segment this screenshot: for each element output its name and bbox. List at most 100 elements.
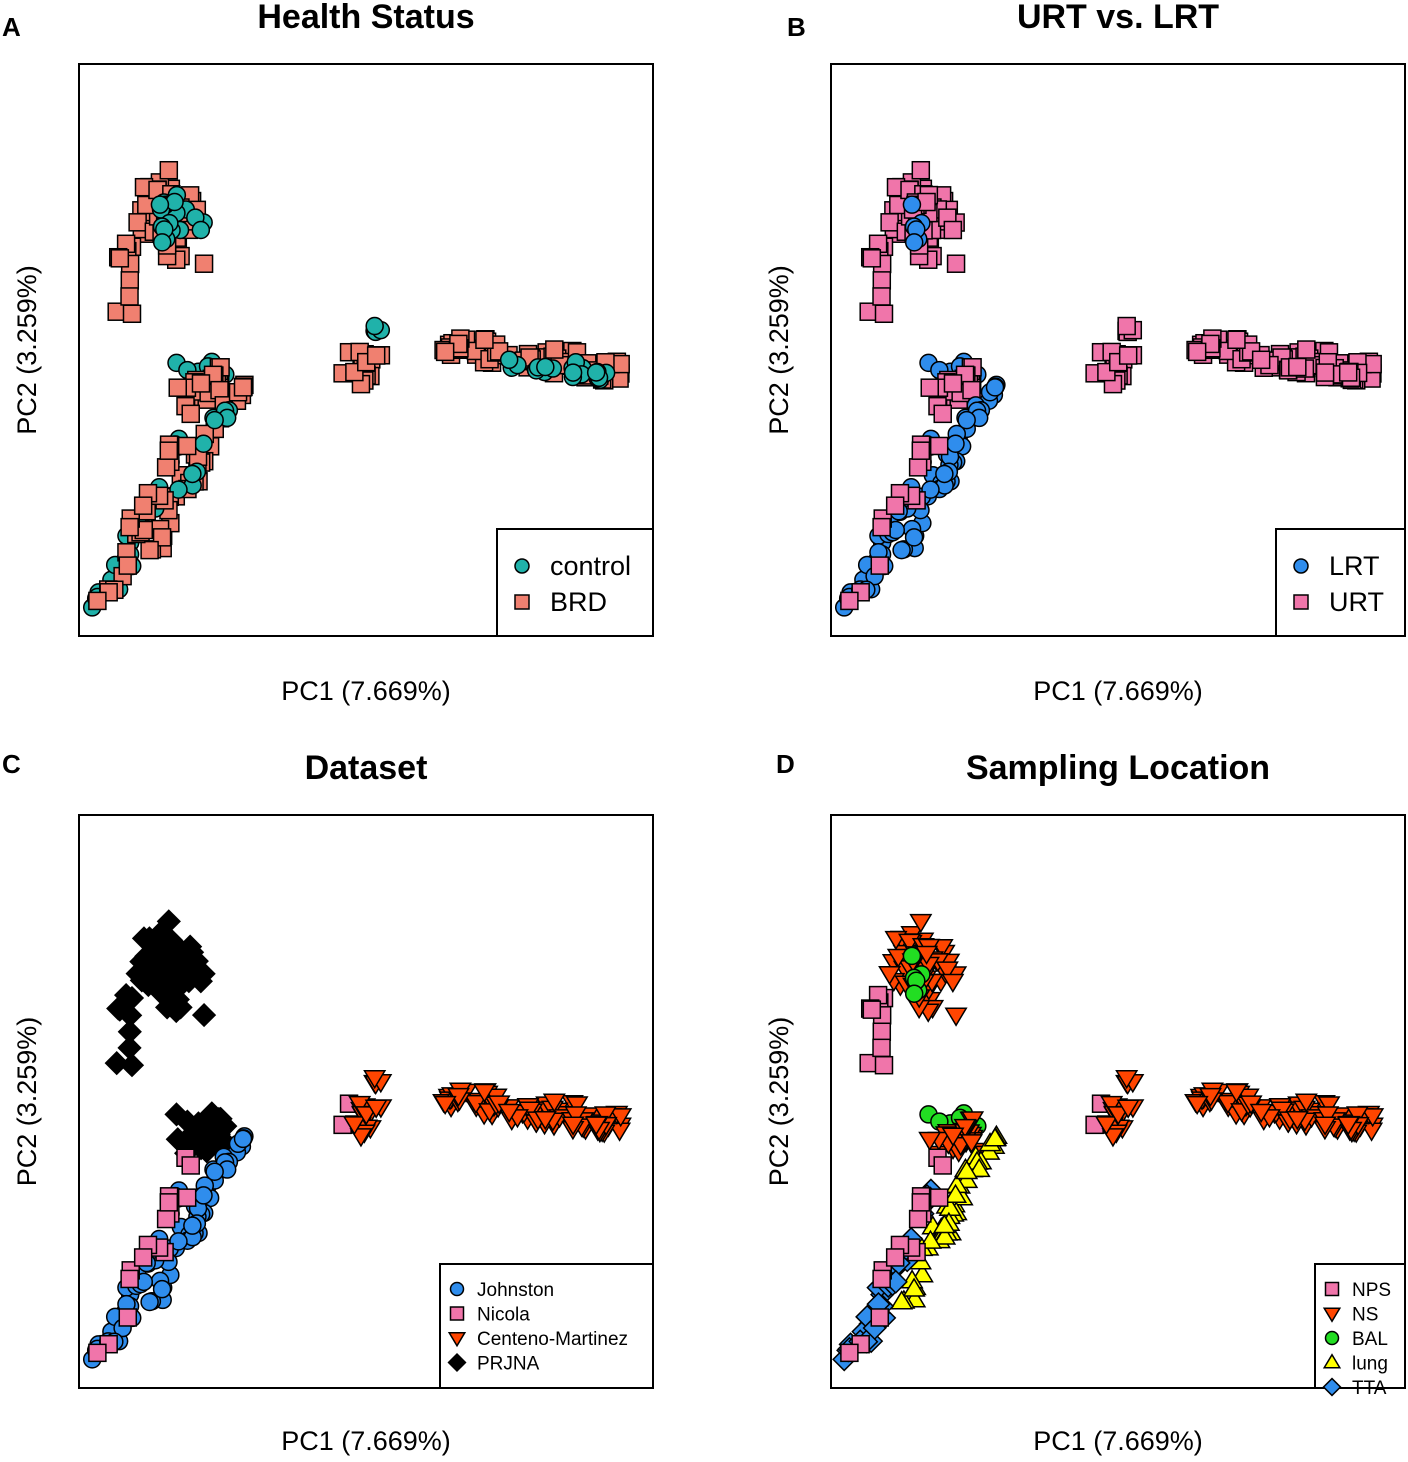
panel-letter: B [787,12,806,42]
point-urt [1187,342,1207,362]
point-centeno-martinez [349,1128,373,1148]
point-nicola [156,1209,176,1229]
point-urt [862,249,882,268]
point-prjna [125,961,150,986]
point-prjna [156,909,181,934]
legend-marker-centeno-martinez [447,1332,467,1348]
legend-label: lung [1352,1354,1388,1375]
legend-label: LRT [1329,551,1380,581]
point-control [365,316,384,336]
point-centeno-martinez [342,1116,366,1136]
plot-frame [830,814,1406,1389]
point-centeno-martinez [564,1106,588,1126]
point-brd [191,374,211,393]
point-johnston [233,1129,253,1149]
point-brd [140,540,159,560]
point-centeno-martinez [565,1096,589,1116]
point-nps [840,1343,859,1363]
point-brd [133,496,153,515]
point-centeno-martinez [363,1069,387,1090]
point-ns [944,1007,968,1027]
point-prjna [119,1053,145,1078]
point-brd [545,340,564,359]
point-nps [933,1156,952,1175]
panel-title: URT vs. LRT [1017,0,1219,36]
point-lrt [902,195,922,214]
point-urt [859,302,878,321]
legend-marker-johnston [449,1281,465,1297]
point-brd [159,441,179,460]
point-nicola [120,1269,139,1289]
legend-label: TTA [1352,1378,1387,1399]
legend-marker-bal [1324,1330,1340,1346]
point-prjna [150,981,175,1006]
point-centeno-martinez [354,1106,378,1126]
panel-c-dataset: C Dataset PC1 (7.669%) PC2 (3.259%) Johnston… [2,749,654,1456]
point-lrt [946,434,965,454]
panel-letter: A [2,12,21,42]
point-brd [181,404,200,424]
point-nps [911,1193,931,1212]
point-johnston [169,1232,188,1251]
point-ns [959,1134,984,1154]
legend-label: BAL [1352,1329,1388,1350]
scatter-points [834,160,1382,617]
point-ns [1185,1095,1209,1116]
point-urt [870,556,890,575]
point-control [150,195,170,214]
point-nicola [181,1156,200,1175]
point-lung [932,1214,956,1234]
point-brd [120,271,140,290]
point-ns [1294,1093,1318,1113]
point-brd [110,249,130,268]
point-prjna [188,1122,214,1148]
point-prjna [104,1051,129,1076]
point-prjna [191,1002,217,1028]
point-brd [107,302,126,321]
point-lrt [921,480,940,499]
point-urt [1338,363,1358,382]
legend-box [496,528,654,637]
legend-marker-prjna [447,1352,467,1373]
point-control [536,357,555,377]
y-axis-label: PC2 (3.259%) [12,265,42,435]
point-brd [88,591,107,611]
point-brd [233,378,253,397]
panel-a-health-status: A Health Status PC1 (7.669%) PC2 (3.259%) co… [2,0,654,706]
point-nicola [177,1188,197,1207]
x-axis-label: PC1 (7.669%) [1033,1426,1203,1456]
legend-label: URT [1329,587,1384,617]
plot-frame [78,814,654,1389]
point-lung [910,1263,934,1283]
point-lrt [904,233,924,252]
legend-box [1275,528,1406,637]
point-lung [967,1157,991,1178]
point-centeno-martinez [497,1103,521,1123]
point-lung [902,1277,926,1297]
point-nps [885,1248,905,1267]
x-axis-label: PC1 (7.669%) [281,1426,451,1456]
point-brd [120,517,139,537]
point-bal [902,946,922,966]
point-control [169,480,188,499]
legend-label: PRJNA [477,1354,540,1375]
point-ns [1285,1110,1309,1131]
point-urt [908,458,928,477]
y-axis-label: PC2 (3.259%) [12,1017,42,1187]
legend-label: Nicola [477,1305,530,1326]
point-lrt [892,540,911,560]
point-lrt [985,378,1005,397]
point-brd [159,160,179,180]
plot-frame [830,63,1406,637]
point-control [586,363,606,382]
point-prjna [131,926,157,951]
point-urt [1297,340,1316,359]
point-urt [840,591,859,611]
point-nps [862,1000,882,1019]
point-control [191,220,211,240]
point-ns [1249,1103,1273,1123]
point-nicola [159,1193,179,1212]
point-control [563,363,583,382]
point-urt [872,517,891,537]
